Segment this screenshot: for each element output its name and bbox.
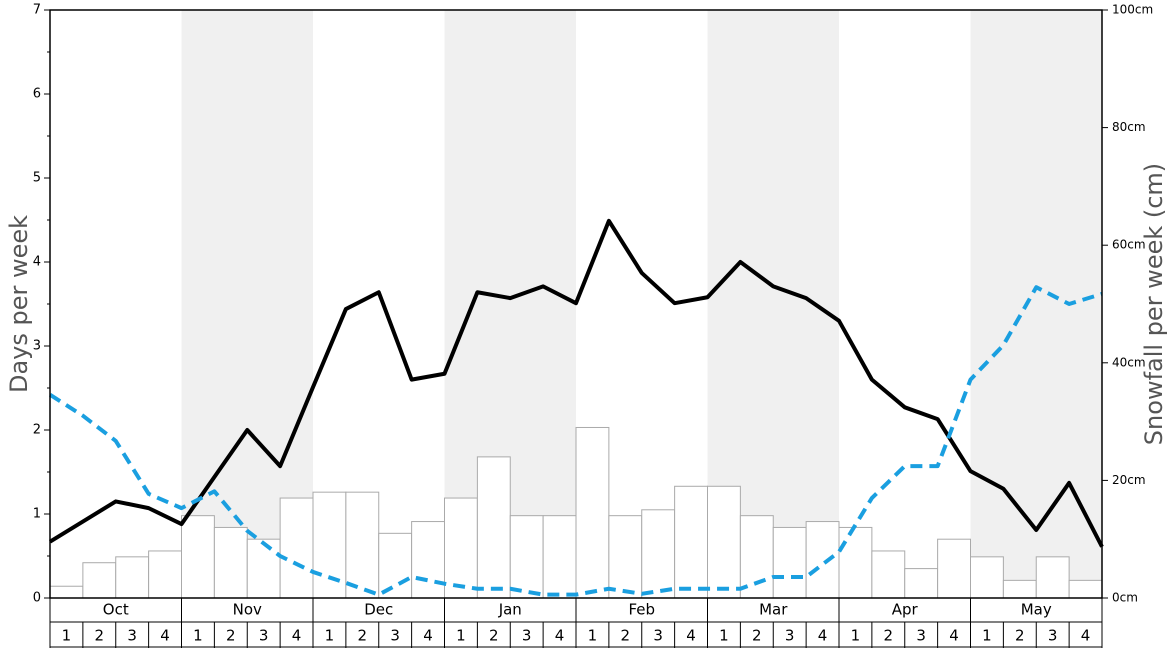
- week-label: 1: [325, 627, 335, 645]
- bar: [378, 532, 413, 599]
- bar: [1035, 556, 1070, 599]
- week-label: 1: [588, 627, 598, 645]
- month-label: Mar: [759, 601, 788, 619]
- week-label: 2: [752, 627, 762, 645]
- week-label: 3: [259, 627, 269, 645]
- bar: [49, 585, 84, 599]
- week-label: 3: [127, 627, 137, 645]
- week-label: 4: [423, 627, 433, 645]
- bar: [904, 568, 939, 599]
- week-label: 2: [95, 627, 105, 645]
- bar: [279, 497, 314, 599]
- month-label: Nov: [233, 601, 262, 619]
- bar: [345, 491, 380, 599]
- bar: [608, 515, 643, 599]
- week-label: 2: [489, 627, 499, 645]
- week-label: 1: [193, 627, 203, 645]
- y-axis-label: Days per week: [5, 215, 33, 393]
- y2-tick-label: 100cm: [1112, 3, 1153, 17]
- bar: [1002, 579, 1037, 599]
- y-tick-label: 4: [33, 255, 41, 270]
- week-label: 4: [949, 627, 959, 645]
- week-label: 1: [982, 627, 992, 645]
- week-label: 1: [851, 627, 861, 645]
- week-label: 2: [884, 627, 894, 645]
- line: [48, 218, 1104, 548]
- bar: [575, 426, 610, 599]
- bar: [838, 526, 873, 599]
- bar: [707, 485, 741, 599]
- y-tick-label: 0: [33, 591, 41, 606]
- bar: [444, 497, 478, 599]
- bar: [181, 515, 215, 599]
- week-label: 1: [456, 627, 466, 645]
- week-label: 2: [1015, 627, 1025, 645]
- line: [48, 285, 1103, 597]
- bar: [674, 485, 708, 599]
- bar: [937, 538, 971, 599]
- week-label: 3: [390, 627, 400, 645]
- week-label: 2: [621, 627, 631, 645]
- bar: [411, 521, 445, 599]
- bar: [509, 515, 544, 599]
- week-label: 4: [686, 627, 696, 645]
- bar: [772, 526, 807, 599]
- y2-tick-label: 40cm: [1112, 355, 1146, 369]
- week-label: 1: [719, 627, 729, 645]
- bar: [476, 456, 511, 599]
- bar: [1068, 579, 1103, 599]
- bar: [213, 526, 248, 599]
- month-label: Feb: [628, 601, 655, 619]
- bar: [246, 538, 281, 599]
- month-label: Dec: [364, 601, 393, 619]
- week-label: 3: [653, 627, 663, 645]
- bar: [970, 556, 1004, 599]
- week-label: 4: [555, 627, 565, 645]
- month-label: May: [1021, 601, 1052, 619]
- bar: [115, 556, 150, 599]
- week-label: 2: [358, 627, 368, 645]
- week-label: 4: [292, 627, 302, 645]
- week-label: 4: [818, 627, 828, 645]
- y-tick-label: 6: [33, 87, 41, 102]
- week-label: 1: [62, 627, 72, 645]
- y2-tick-label: 20cm: [1112, 473, 1146, 487]
- week-label: 3: [522, 627, 532, 645]
- month-label: Jan: [498, 601, 522, 619]
- y-tick-label: 5: [33, 171, 41, 186]
- bar: [805, 521, 840, 599]
- month-label: Oct: [103, 601, 129, 619]
- y-tick-label: 7: [33, 3, 41, 18]
- bar: [641, 509, 676, 599]
- y-tick-label: 1: [33, 507, 41, 522]
- week-label: 4: [1081, 627, 1091, 645]
- week-label: 4: [160, 627, 170, 645]
- y2-tick-label: 60cm: [1112, 238, 1146, 252]
- y2-tick-label: 0cm: [1112, 591, 1138, 605]
- y-tick-label: 2: [33, 423, 41, 438]
- bar: [148, 550, 182, 599]
- week-label: 2: [226, 627, 236, 645]
- bar: [542, 515, 577, 599]
- bar: [82, 562, 117, 599]
- week-label: 3: [916, 627, 926, 645]
- bar: [312, 491, 347, 599]
- month-label: Apr: [892, 601, 919, 619]
- y2-tick-label: 80cm: [1112, 120, 1146, 134]
- y-tick-label: 3: [33, 339, 41, 354]
- bar: [871, 550, 906, 599]
- y2-axis-label: Snowfall per week (cm): [1140, 163, 1168, 445]
- week-label: 3: [785, 627, 795, 645]
- week-label: 3: [1048, 627, 1058, 645]
